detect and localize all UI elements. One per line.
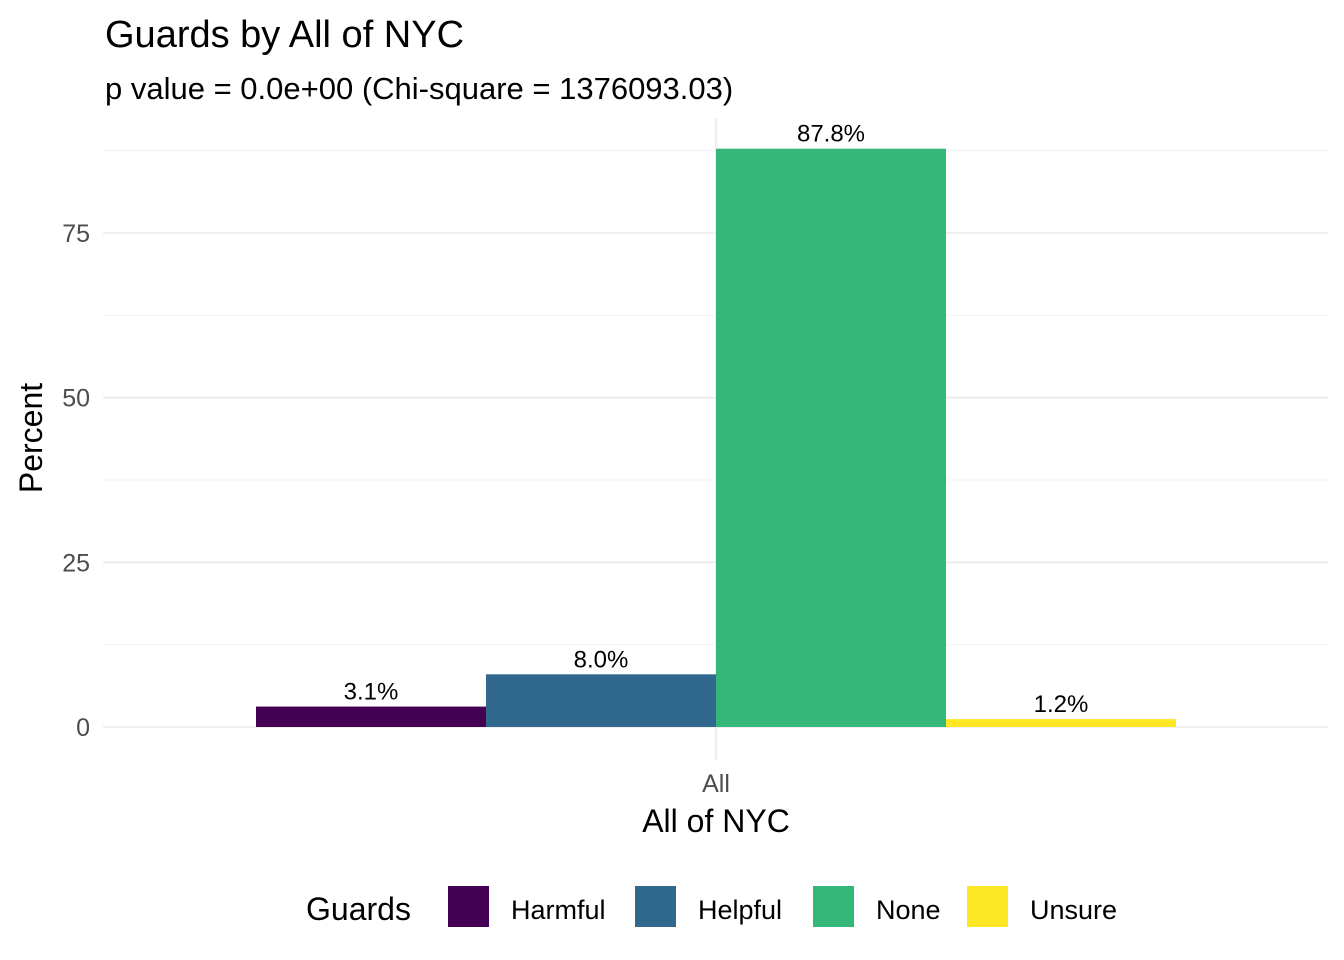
y-tick-label: 25 bbox=[62, 549, 90, 577]
legend-title: Guards bbox=[306, 891, 411, 927]
legend-label-harmful: Harmful bbox=[511, 895, 606, 925]
gridlines bbox=[103, 118, 1328, 760]
bar-none bbox=[716, 148, 946, 727]
y-axis-ticks: 0 25 50 75 bbox=[62, 220, 90, 742]
y-tick-label: 0 bbox=[76, 714, 90, 742]
y-tick-label: 75 bbox=[62, 220, 90, 248]
data-labels: 3.1% 8.0% 87.8% 1.2% bbox=[344, 121, 1089, 718]
legend-key-none bbox=[813, 886, 854, 927]
legend-key-helpful bbox=[635, 886, 676, 927]
chart-subtitle: p value = 0.0e+00 (Chi-square = 1376093.… bbox=[105, 71, 733, 106]
plot-area: 0 25 50 75 3.1% 8.0% 87.8% 1.2% All bbox=[62, 118, 1328, 798]
data-label-none: 87.8% bbox=[797, 121, 865, 148]
data-label-helpful: 8.0% bbox=[574, 646, 629, 673]
x-axis-label: All of NYC bbox=[642, 803, 790, 839]
x-axis-ticks: All bbox=[702, 770, 730, 798]
chart-title: Guards by All of NYC bbox=[105, 14, 464, 56]
legend-key-harmful bbox=[448, 886, 489, 927]
bar-unsure bbox=[946, 719, 1176, 727]
legend-label-none: None bbox=[876, 895, 941, 925]
data-label-harmful: 3.1% bbox=[344, 679, 399, 706]
x-tick-label: All bbox=[702, 770, 730, 798]
bar-helpful bbox=[486, 674, 716, 727]
legend-key-unsure bbox=[967, 886, 1008, 927]
bar-harmful bbox=[256, 706, 486, 727]
legend: Guards Harmful Helpful None Unsure bbox=[306, 886, 1117, 927]
data-label-unsure: 1.2% bbox=[1034, 691, 1089, 718]
legend-label-helpful: Helpful bbox=[698, 895, 782, 925]
y-axis-label: Percent bbox=[13, 383, 49, 493]
bars bbox=[256, 148, 1176, 727]
y-tick-label: 50 bbox=[62, 385, 90, 413]
legend-label-unsure: Unsure bbox=[1030, 895, 1117, 925]
